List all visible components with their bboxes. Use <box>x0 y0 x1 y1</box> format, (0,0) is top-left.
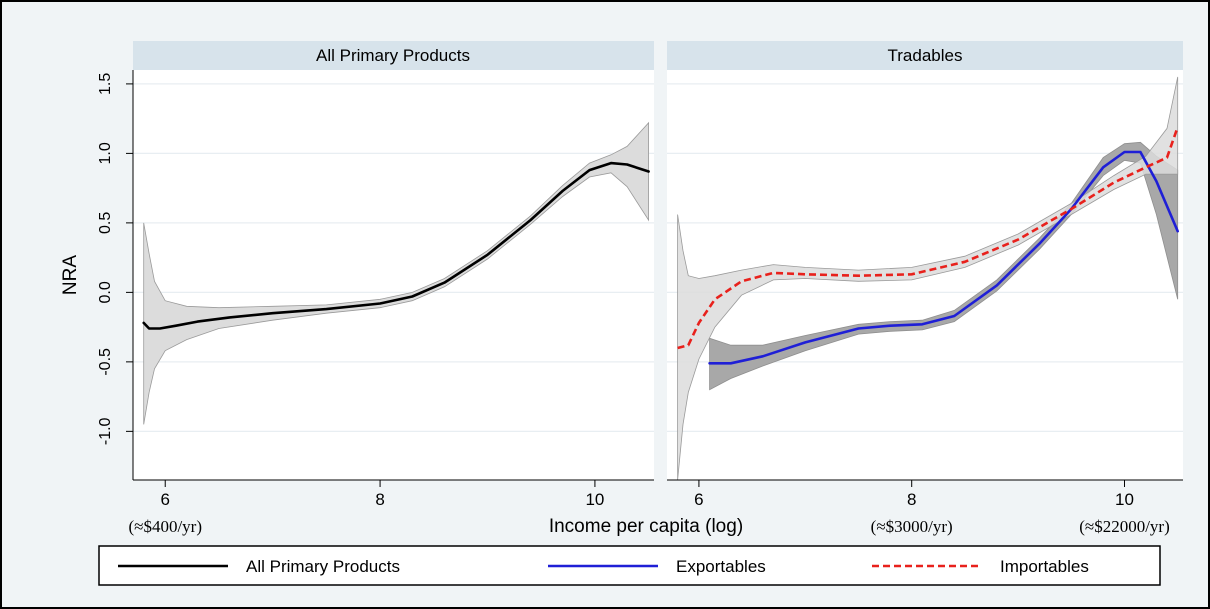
x-tick-label: 6 <box>694 490 703 509</box>
y-tick-label: 1.5 <box>97 73 114 95</box>
legend-label: Importables <box>1000 557 1089 576</box>
panel-title-right: Tradables <box>888 46 963 65</box>
series-line-exportables <box>708 150 1179 365</box>
y-tick-label: 0.5 <box>97 212 114 234</box>
series-line-all_primary <box>142 161 650 330</box>
confidence-band-left <box>143 121 649 425</box>
x-ticks: 6 8 10 6 8 10 <box>160 480 1134 509</box>
legend-label: Exportables <box>676 557 766 576</box>
panel-strip-right <box>667 41 1183 70</box>
y-tick-label: 0.0 <box>97 281 114 303</box>
plot-area-left <box>133 70 654 480</box>
y-tick-label: -1.0 <box>97 417 114 445</box>
legend: All Primary Products Exportables Importabl… <box>118 557 1089 576</box>
x-tick-label: 10 <box>1115 490 1134 509</box>
series-line-importables <box>677 126 1179 350</box>
y-axis-label: NRA <box>60 255 81 295</box>
income-note: (≈$22000/yr) <box>1079 517 1170 536</box>
panel-strip-left <box>133 41 654 70</box>
y-tick-label: 1.0 <box>97 142 114 164</box>
legend-label: All Primary Products <box>246 557 400 576</box>
lines-left <box>142 161 650 330</box>
x-axis-label: Income per capita (log) <box>549 516 743 537</box>
income-notes: (≈$400/yr) (≈$3000/yr) (≈$22000/yr) <box>128 517 1169 536</box>
x-tick-label: 8 <box>907 490 916 509</box>
ci-band-all_primary <box>143 121 649 425</box>
lines-right <box>677 126 1179 365</box>
confidence-band-right <box>677 76 1179 481</box>
panel-title-left: All Primary Products <box>316 46 470 65</box>
y-tick-label: -0.5 <box>97 348 114 376</box>
income-note: (≈$3000/yr) <box>871 517 953 536</box>
x-tick-label: 10 <box>585 490 604 509</box>
grid-left <box>133 83 654 432</box>
income-note: (≈$400/yr) <box>128 517 202 536</box>
ci-band-exportables <box>709 141 1179 391</box>
x-tick-label: 6 <box>160 490 169 509</box>
x-tick-label: 8 <box>375 490 384 509</box>
ci-band-importables <box>677 76 1179 481</box>
y-ticks: -1.0 -0.5 0.0 0.5 1.0 1.5 <box>97 73 133 445</box>
